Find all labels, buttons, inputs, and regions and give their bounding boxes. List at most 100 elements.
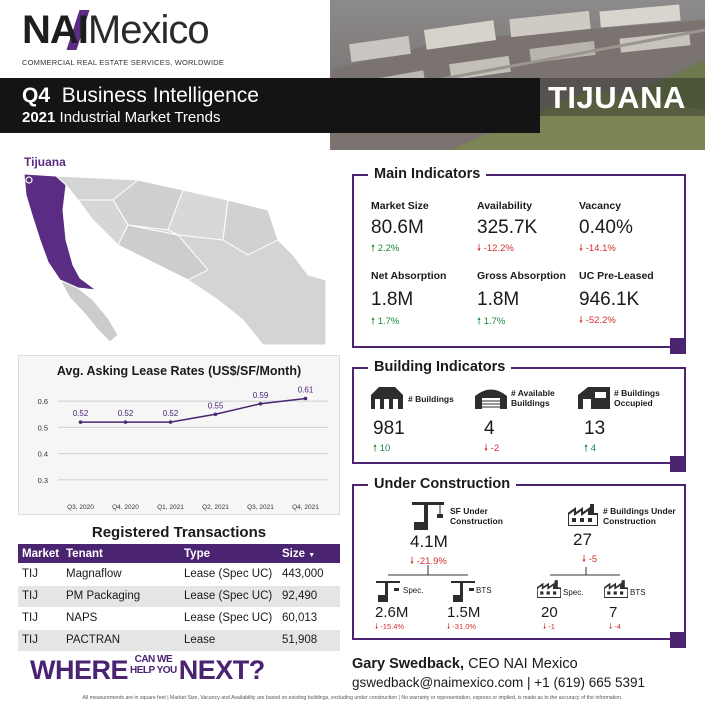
kpi-change: 🠗 -52.2%	[579, 315, 616, 326]
building-indicators-title: Building Indicators	[368, 359, 512, 375]
kpi-value: 0.40%	[579, 217, 633, 238]
cell-market: TIJ	[18, 607, 62, 630]
y-tick-label: 0.5	[38, 423, 48, 432]
cell-type: Lease (Spec UC)	[180, 607, 278, 630]
bld-change: 🠕 10	[373, 443, 391, 454]
uc-bld-bts-change-value: -4	[614, 622, 621, 631]
report-title: Business Intelligence	[61, 84, 259, 107]
report-subtitle: Industrial Market Trends	[59, 109, 221, 126]
x-tick-label: Q4, 2021	[292, 504, 319, 511]
col-market[interactable]: Market	[18, 544, 62, 563]
y-tick-label: 0.4	[38, 450, 48, 459]
bld-panel-top-edge	[352, 367, 686, 369]
data-label: 0.61	[298, 386, 314, 395]
kpi-change-value: 2.2%	[377, 243, 400, 254]
kpi-change-value: -52.2%	[585, 315, 616, 326]
cell-size: 51,908	[278, 629, 340, 652]
sort-desc-icon: ▼	[308, 551, 316, 559]
tijuana-marker	[25, 176, 33, 184]
cell-tenant: PM Packaging	[62, 585, 180, 608]
bld-change: 🠕 4	[584, 443, 597, 454]
under-construction-title: Under Construction	[368, 476, 517, 492]
bld-value: 4	[484, 418, 495, 439]
data-label: 0.52	[118, 409, 134, 418]
kpi-change-value: -12.2%	[483, 243, 514, 254]
where-small-text: CAN WE HELP YOU	[130, 654, 177, 676]
kpi-value: 1.8M	[371, 289, 414, 310]
crane-icon	[410, 500, 446, 535]
where-banner: WHERE CAN WE HELP YOUNEXT?	[30, 654, 265, 686]
data-label: 0.59	[253, 391, 269, 400]
bld-label: # Buildings	[408, 394, 454, 404]
next-word: NEXT?	[178, 655, 266, 685]
cell-tenant: PACTRAN	[62, 629, 180, 652]
bld-value: 13	[584, 418, 606, 439]
where-small-1: CAN WE	[134, 654, 173, 665]
where-word: WHERE	[30, 655, 129, 685]
data-point	[78, 420, 83, 424]
kpi-change: 🠕 2.2%	[371, 243, 400, 254]
bld-change-value: -2	[490, 443, 500, 454]
corner-square	[670, 456, 686, 472]
kpi-value: 1.8M	[477, 289, 520, 310]
corner-square	[670, 338, 686, 354]
kpi-label: Market Size	[371, 200, 429, 212]
cell-market: TIJ	[18, 563, 62, 586]
uc-bts-label: BTS	[476, 586, 492, 595]
building-icon	[371, 387, 403, 414]
col-tenant[interactable]: Tenant	[62, 544, 180, 563]
map-label: Tijuana	[24, 155, 66, 169]
series-line	[80, 397, 306, 423]
cell-type: Lease (Spec UC)	[180, 563, 278, 586]
cell-size: 443,000	[278, 563, 340, 586]
main-panel-right-edge	[684, 174, 686, 348]
cell-tenant: NAPS	[62, 607, 180, 630]
contact-details: gswedback@naimexico.com | +1 (619) 665 5…	[352, 675, 646, 690]
uc-bld-bts-change: 🠗 -4	[609, 622, 621, 631]
warehouse-icon	[475, 387, 507, 414]
table-row: TIJ NAPS Lease (Spec UC) 60,013	[18, 607, 340, 630]
crane-icon-small	[375, 580, 401, 607]
cell-size: 92,490	[278, 585, 340, 608]
logo-tagline: COMMERCIAL REAL ESTATE SERVICES, WORLDWI…	[22, 58, 225, 67]
crane-icon-small	[450, 580, 476, 607]
contact-name-line: Gary Swedback, CEO NAI Mexico	[352, 656, 578, 672]
chart-panel	[18, 355, 340, 515]
uc-bld-spec-value: 20	[541, 604, 558, 621]
factory-icon-small	[536, 580, 562, 603]
cell-size: 60,013	[278, 607, 340, 630]
kpi-label: Gross Absorption	[477, 270, 566, 282]
kpi-change: 🠕 1.7%	[371, 316, 400, 327]
kpi-change: 🠗 -12.2%	[477, 243, 514, 254]
kpi-value: 80.6M	[371, 217, 424, 238]
contact-email[interactable]: gswedback@naimexico.com	[352, 675, 524, 690]
uc-sf-bts-value: 1.5M	[447, 604, 481, 621]
transactions-title: Registered Transactions	[91, 524, 267, 541]
uc-sf-value: 4.1M	[410, 532, 448, 551]
kpi-label: Vacancy	[579, 200, 622, 212]
uc-sf-change: 🠗 -21.9%	[410, 556, 447, 567]
bld-change-value: 4	[590, 443, 597, 454]
kpi-label: UC Pre-Leased	[579, 270, 654, 282]
region-map	[18, 170, 327, 346]
y-tick-label: 0.6	[38, 397, 48, 406]
kpi-change: 🠕 1.7%	[477, 316, 506, 327]
kpi-value: 946.1K	[579, 289, 640, 310]
uc-bld-label: # Buildings Under Construction	[603, 506, 676, 526]
uc-bld-bts-value: 7	[609, 604, 618, 621]
x-tick-label: Q1, 2021	[157, 504, 184, 511]
bld-label: # Available Buildings	[511, 388, 555, 408]
cell-market: TIJ	[18, 585, 62, 608]
table-row: TIJ PM Packaging Lease (Spec UC) 92,490	[18, 585, 340, 608]
kpi-label: Net Absorption	[371, 270, 447, 282]
contact-phone[interactable]: +1 (619) 665 5391	[534, 675, 646, 690]
kpi-change-value: -14.1%	[585, 243, 616, 254]
y-tick-label: 0.3	[38, 476, 48, 485]
uc-sf-change-value: -21.9%	[416, 556, 447, 567]
data-point	[123, 420, 128, 424]
col-type[interactable]: Type	[180, 544, 278, 563]
year: 2021	[22, 109, 56, 126]
col-size[interactable]: Size ▼	[278, 544, 340, 563]
cell-tenant: Magnaflow	[62, 563, 180, 586]
report-title-line: Q4 Business Intelligence	[22, 84, 259, 108]
